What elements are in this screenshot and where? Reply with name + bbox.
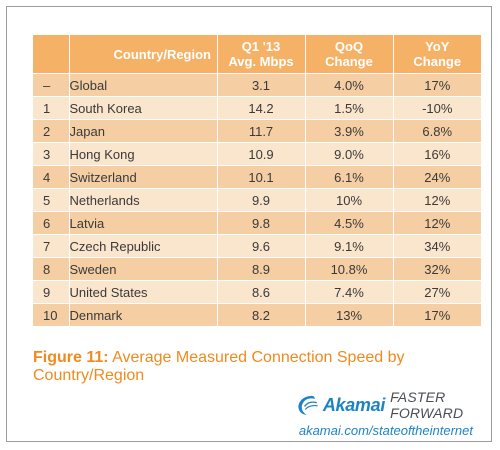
table-header-row: Country/Region Q1 '13 Avg. Mbps QoQ Chan… [33, 35, 481, 74]
brand-name: Akamai [322, 394, 386, 415]
header-yoy-line2: Change [413, 54, 462, 69]
cell-rank: 1 [33, 96, 69, 120]
cell-country: Netherlands [68, 188, 217, 212]
cell-rank: 8 [33, 257, 69, 281]
cell-rank: 4 [33, 165, 69, 189]
cell-yoy-change: -10% [392, 96, 481, 120]
table-row: 9 United States 8.6 7.4% 27% [33, 280, 481, 304]
figure-label: Figure 11: [33, 349, 109, 366]
header-qoq-line1: QoQ [334, 39, 364, 54]
cell-country: Switzerland [68, 165, 217, 189]
cell-yoy-change: 17% [392, 303, 481, 326]
cell-qoq-change: 3.9% [304, 119, 393, 143]
cell-country: South Korea [68, 96, 217, 120]
header-qoq-change: QoQ Change [304, 35, 393, 74]
header-rank [33, 35, 69, 74]
cell-yoy-change: 34% [392, 234, 481, 258]
cell-country: Denmark [68, 303, 217, 326]
cell-yoy-change: 16% [392, 142, 481, 166]
cell-qoq-change: 9.0% [304, 142, 393, 166]
header-yoy-change: YoY Change [392, 35, 481, 74]
brand-tagline: FASTER FORWARD [390, 389, 464, 421]
connection-speed-table: Country/Region Q1 '13 Avg. Mbps QoQ Chan… [33, 35, 481, 326]
cell-yoy-change: 24% [392, 165, 481, 189]
cell-qoq-change: 10% [304, 188, 393, 212]
header-avg-line1: Q1 '13 [241, 39, 281, 54]
table-row: 3 Hong Kong 10.9 9.0% 16% [33, 142, 481, 166]
header-avg-line2: Avg. Mbps [228, 54, 294, 69]
table-row: 7 Czech Republic 9.6 9.1% 34% [33, 234, 481, 258]
cell-rank: 3 [33, 142, 69, 166]
cell-yoy-change: 17% [392, 73, 481, 97]
figure-caption: Figure 11: Average Measured Connection S… [33, 349, 491, 385]
header-avg-mbps: Q1 '13 Avg. Mbps [216, 35, 305, 74]
cell-avg-mbps: 14.2 [216, 96, 305, 120]
cell-qoq-change: 4.5% [304, 211, 393, 235]
cell-avg-mbps: 8.6 [216, 280, 305, 304]
cell-rank: 10 [33, 303, 69, 326]
cell-avg-mbps: 8.9 [216, 257, 305, 281]
cell-rank: 7 [33, 234, 69, 258]
brand-url: akamai.com/stateoftheinternet [298, 423, 473, 438]
cell-avg-mbps: 9.6 [216, 234, 305, 258]
figure-caption-text: Average Measured Connection Speed by Cou… [33, 349, 405, 384]
table-row: 8 Sweden 8.9 10.8% 32% [33, 257, 481, 281]
header-country: Country/Region [68, 35, 217, 74]
cell-avg-mbps: 8.2 [216, 303, 305, 326]
cell-qoq-change: 7.4% [304, 280, 393, 304]
cell-avg-mbps: 3.1 [216, 73, 305, 97]
cell-avg-mbps: 10.9 [216, 142, 305, 166]
cell-avg-mbps: 11.7 [216, 119, 305, 143]
cell-yoy-change: 32% [392, 257, 481, 281]
cell-country: United States [68, 280, 217, 304]
cell-avg-mbps: 9.8 [216, 211, 305, 235]
cell-yoy-change: 6.8% [392, 119, 481, 143]
table-row: 4 Switzerland 10.1 6.1% 24% [33, 165, 481, 189]
table-row: 6 Latvia 9.8 4.5% 12% [33, 211, 481, 235]
akamai-swoosh-icon [298, 395, 318, 415]
table-body: – Global 3.1 4.0% 17% 1 South Korea 14.2 1.5% -10… [33, 73, 481, 326]
akamai-logo: Akamai FASTER FORWARD [297, 389, 491, 421]
header-qoq-line2: Change [325, 54, 373, 69]
table-row: 1 South Korea 14.2 1.5% -10% [33, 96, 481, 120]
cell-rank: 5 [33, 188, 69, 212]
figure-frame: Country/Region Q1 '13 Avg. Mbps QoQ Chan… [6, 6, 492, 442]
cell-qoq-change: 4.0% [304, 73, 393, 97]
cell-rank: – [33, 73, 69, 97]
cell-qoq-change: 13% [304, 303, 393, 326]
cell-country: Latvia [68, 211, 217, 235]
cell-country: Japan [68, 119, 217, 143]
cell-yoy-change: 12% [392, 188, 481, 212]
cell-country: Hong Kong [68, 142, 217, 166]
cell-qoq-change: 9.1% [304, 234, 393, 258]
table-row: 10 Denmark 8.2 13% 17% [33, 303, 481, 326]
cell-qoq-change: 10.8% [304, 257, 393, 281]
table-row: 5 Netherlands 9.9 10% 12% [33, 188, 481, 212]
header-yoy-line1: YoY [425, 39, 450, 54]
cell-qoq-change: 6.1% [304, 165, 393, 189]
cell-yoy-change: 27% [392, 280, 481, 304]
table-row: – Global 3.1 4.0% 17% [33, 73, 481, 97]
cell-rank: 2 [33, 119, 69, 143]
cell-country: Czech Republic [68, 234, 217, 258]
table-row: 2 Japan 11.7 3.9% 6.8% [33, 119, 481, 143]
cell-qoq-change: 1.5% [304, 96, 393, 120]
cell-rank: 9 [33, 280, 69, 304]
cell-avg-mbps: 9.9 [216, 188, 305, 212]
cell-country: Sweden [68, 257, 217, 281]
cell-country: Global [68, 73, 217, 97]
cell-avg-mbps: 10.1 [216, 165, 305, 189]
cell-yoy-change: 12% [392, 211, 481, 235]
cell-rank: 6 [33, 211, 69, 235]
